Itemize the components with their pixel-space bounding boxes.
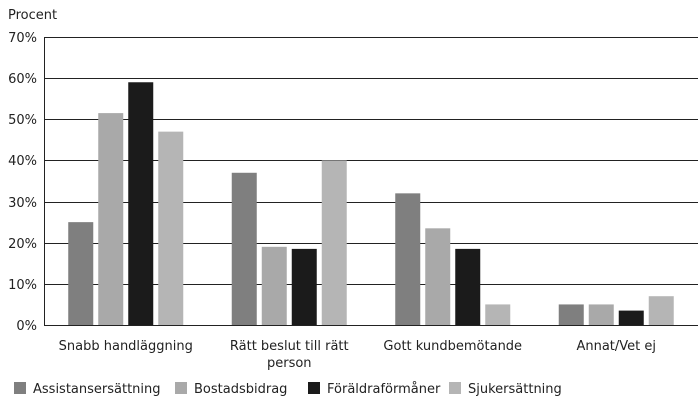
y-tick-label: 70%	[8, 31, 37, 46]
x-tick-label: Gott kundbemötande	[383, 339, 522, 354]
bar	[98, 113, 124, 325]
bars	[68, 82, 674, 325]
tick-labels: 0% 10% 20% 30% 40% 50% 60% 70% Snabb handläggnin…	[8, 31, 656, 371]
legend-item: Bostadsbidrag	[175, 382, 287, 397]
y-tick-label: 60%	[8, 72, 37, 87]
y-tick-label: 40%	[8, 154, 37, 169]
bar	[648, 296, 674, 325]
legend-item: Assistansersättning	[14, 382, 161, 397]
bar	[68, 222, 94, 325]
x-tick-label: Annat/Vet ej	[576, 339, 656, 354]
bar	[395, 193, 421, 325]
legend-item: Sjukersättning	[449, 382, 562, 397]
x-tick-label: person	[267, 356, 312, 371]
y-tick-label: 0%	[16, 319, 37, 334]
legend-label: Föräldraförmåner	[327, 382, 441, 397]
y-tick-label: 50%	[8, 113, 37, 128]
bar	[618, 310, 644, 325]
legend-label: Assistansersättning	[33, 382, 161, 397]
x-tick-label: Rätt beslut till rätt	[230, 339, 349, 354]
y-tick-label: 20%	[8, 237, 37, 252]
bar	[588, 304, 614, 325]
bar	[558, 304, 584, 325]
y-tick-label: 30%	[8, 196, 37, 211]
bar	[485, 304, 511, 325]
bar	[291, 248, 317, 325]
bar	[321, 160, 347, 325]
y-tick-label: 10%	[8, 278, 37, 293]
y-axis-title: Procent	[8, 8, 57, 23]
legend-item: Föräldraförmåner	[308, 382, 441, 397]
legend-swatch	[175, 382, 187, 394]
bar	[158, 131, 184, 325]
bar	[128, 82, 154, 325]
legend-swatch	[308, 382, 320, 394]
bar	[455, 248, 481, 325]
legend-label: Bostadsbidrag	[194, 382, 287, 397]
bar	[261, 246, 287, 325]
legend-label: Sjukersättning	[468, 382, 562, 397]
legend-swatch	[14, 382, 26, 394]
legend-swatch	[449, 382, 461, 394]
x-tick-label: Snabb handläggning	[59, 339, 193, 354]
bar	[231, 172, 257, 325]
axes	[44, 37, 698, 326]
legend: Assistansersättning Bostadsbidrag Föräldra…	[14, 382, 562, 397]
bar	[425, 228, 451, 325]
